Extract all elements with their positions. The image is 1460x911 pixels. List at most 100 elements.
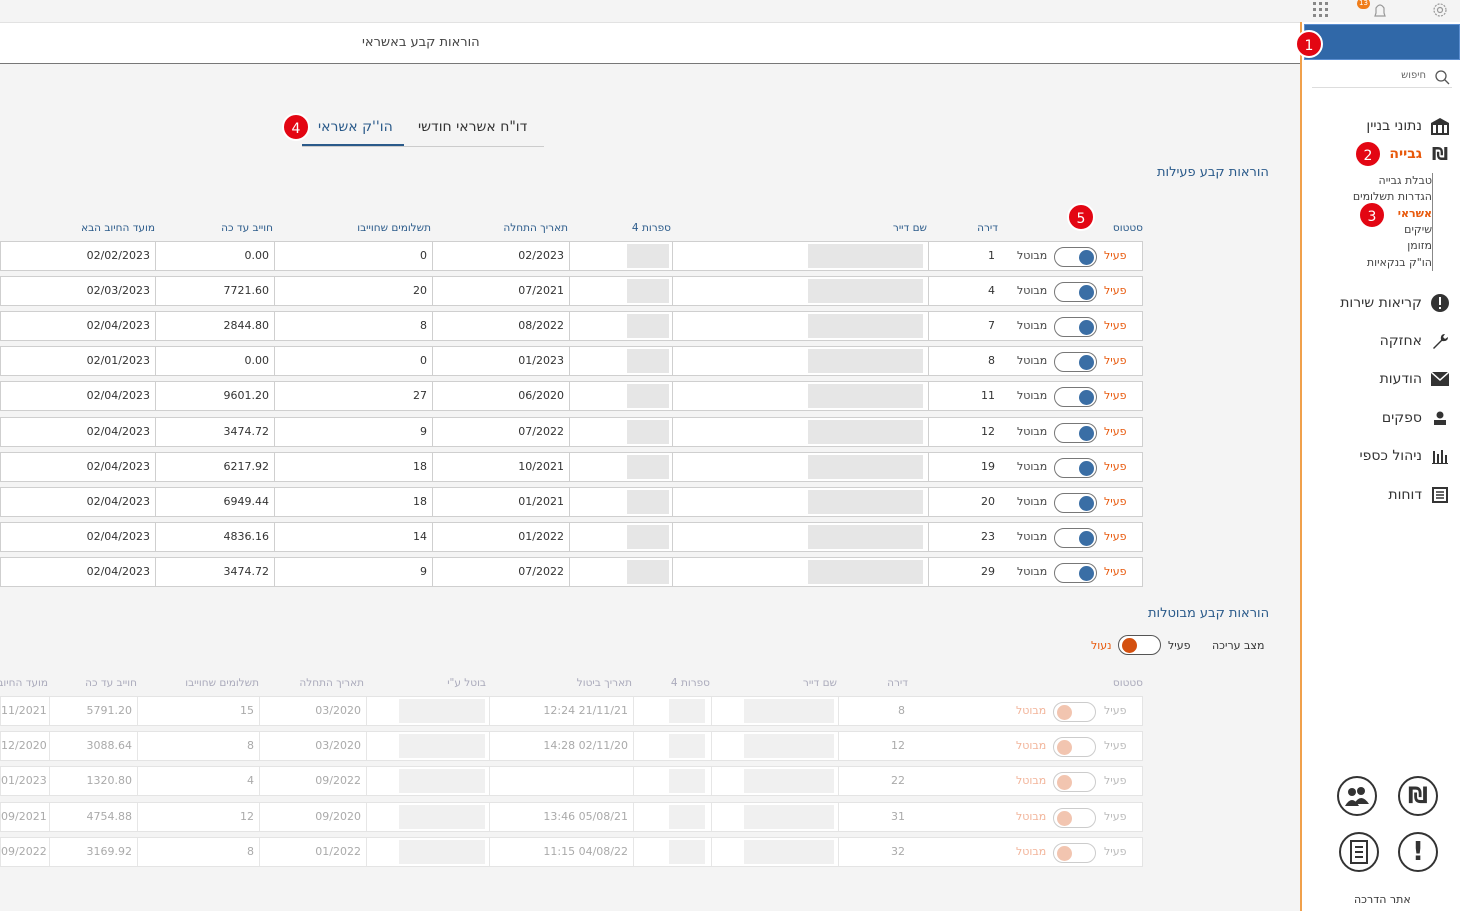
next-charge-cell: 02/04/2023	[0, 382, 154, 411]
sidebar-item-shekel[interactable]: ₪ גבייה	[1389, 143, 1450, 165]
shekel-shortcut-icon[interactable]: ₪	[1398, 776, 1438, 816]
apartment-cell: 7	[928, 312, 999, 341]
status-toggle[interactable]	[1054, 282, 1097, 303]
status-toggle[interactable]	[1053, 772, 1096, 793]
column-header[interactable]: חוייב עד כה	[221, 222, 273, 234]
table-row[interactable]: פעיל מבוטל 12 07/2022 9 3474.72 02/04/2023	[0, 416, 1143, 447]
cancel-date-cell: 11:15 04/08/22	[489, 837, 632, 866]
table-row[interactable]: פעיל מבוטל 11 06/2020 27 9601.20 02/04/2023	[0, 381, 1143, 412]
status-toggle[interactable]	[1054, 317, 1097, 338]
column-header[interactable]: בוטל ע"י	[447, 677, 486, 689]
status-cell: פעיל מבוטל	[1000, 312, 1142, 340]
tenant-name-cell	[711, 837, 837, 866]
tenant-name-cell	[672, 242, 927, 270]
table-row[interactable]: פעיל מבוטל 22 09/2022 4 1320.80 01/2023	[0, 766, 1143, 797]
status-toggle[interactable]	[1054, 247, 1097, 267]
column-header[interactable]: תשלומים שחוייבו	[185, 677, 259, 689]
column-header[interactable]: שם דייר	[802, 677, 837, 689]
column-header[interactable]: חוייב עד כה	[85, 677, 137, 689]
search-input[interactable]: חיפוש	[1401, 70, 1426, 81]
column-header[interactable]: מועד החיוב	[0, 677, 48, 689]
table-row[interactable]: פעיל מבוטל 12 14:28 02/11/20 03/2020 8 3088.64…	[0, 731, 1143, 762]
table-row[interactable]: פעיל מבוטל 7 08/2022 8 2844.80 02/04/2023	[0, 311, 1143, 342]
status-toggle[interactable]	[1054, 527, 1097, 548]
finance-icon	[1430, 446, 1450, 466]
submenu-item[interactable]: מזומן	[1407, 239, 1432, 253]
table-row[interactable]: פעיל מבוטל 23 01/2022 14 4836.16 02/04/2023	[0, 521, 1143, 552]
column-header[interactable]: תאריך ביטול	[576, 677, 632, 689]
search-box[interactable]: חיפוש	[1312, 66, 1452, 88]
status-toggle[interactable]	[1054, 457, 1097, 478]
edit-mode-toggle[interactable]	[1118, 635, 1161, 655]
status-cancelled-label: מבוטל	[1016, 844, 1047, 858]
bell-icon[interactable]	[1370, 1, 1390, 19]
table-row[interactable]: פעיל מבוטל 8 01/2023 0 0.00 02/01/2023	[0, 346, 1143, 377]
table-row[interactable]: פעיל מבוטל 29 07/2022 9 3474.72 02/04/2023	[0, 556, 1143, 587]
tab-credit-standing-orders[interactable]: הו''ק אשראי	[318, 119, 393, 135]
status-toggle[interactable]	[1054, 352, 1097, 373]
submenu-item[interactable]: אשראי	[1397, 206, 1432, 220]
status-cancelled-label: מבוטל	[1017, 459, 1048, 473]
redacted-digits	[627, 524, 669, 549]
gear-icon[interactable]	[1430, 1, 1450, 19]
document-shortcut-icon[interactable]	[1339, 832, 1379, 872]
status-toggle[interactable]	[1054, 492, 1097, 513]
residents-shortcut-icon[interactable]	[1337, 776, 1377, 816]
cancelled-by-cell	[366, 802, 488, 831]
training-site-link[interactable]: אתר הדרכה	[1354, 893, 1411, 906]
table-row[interactable]: פעיל מבוטל 4 07/2021 20 7721.60 02/03/2023	[0, 276, 1143, 307]
next-charge-cell: 02/04/2023	[0, 487, 154, 516]
status-toggle[interactable]	[1053, 702, 1096, 722]
alert-shortcut-icon[interactable]: !	[1398, 832, 1438, 872]
table-row[interactable]: פעיל מבוטל 20 01/2021 18 6949.44 02/04/2023	[0, 486, 1143, 517]
status-toggle[interactable]	[1053, 737, 1096, 758]
table-row[interactable]: פעיל מבוטל 8 12:24 21/11/21 03/2020 15 5791.20…	[0, 696, 1143, 726]
column-header[interactable]: 4 ספרות	[670, 677, 710, 689]
column-header[interactable]: תאריך התחלה	[299, 677, 364, 689]
submenu-item[interactable]: הגדרות תשלומים	[1352, 190, 1432, 204]
sidebar-item-building[interactable]: נתוני בניין	[1366, 115, 1450, 137]
sidebar-item-alert[interactable]: קריאות שירות	[1340, 292, 1450, 314]
table-row[interactable]: פעיל מבוטל 1 02/2023 0 0.00 02/02/2023	[0, 241, 1143, 271]
table-row[interactable]: פעיל מבוטל 31 13:46 05/08/21 09/2020 12 4754.8…	[0, 801, 1143, 832]
cancel-date-cell: 13:46 05/08/21	[489, 802, 632, 831]
column-header[interactable]: דירה	[977, 222, 998, 234]
status-toggle[interactable]	[1054, 422, 1097, 443]
page-header: הוראות קבע באשראי	[0, 22, 1300, 64]
submenu-item[interactable]: שיקים	[1404, 222, 1432, 236]
apps-grid-icon[interactable]	[1311, 1, 1331, 19]
column-header[interactable]: דירה	[887, 677, 908, 689]
user-account-box[interactable]	[1304, 24, 1460, 60]
sidebar-item-finance[interactable]: ניהול כספי	[1360, 445, 1450, 467]
sidebar-item-wrench[interactable]: אחזקה	[1380, 330, 1450, 352]
column-header[interactable]: סטטוס	[1112, 222, 1143, 234]
sidebar-item-supplier[interactable]: ספקים	[1382, 407, 1450, 429]
sidebar-item-report[interactable]: דוחות	[1388, 484, 1450, 506]
column-header[interactable]: סטטוס	[1112, 677, 1143, 689]
table-row[interactable]: פעיל מבוטל 19 10/2021 18 6217.92 02/04/2023	[0, 451, 1143, 482]
start-date-cell: 02/2023	[432, 242, 568, 270]
redacted-name	[808, 454, 923, 479]
column-header[interactable]: תשלומים שחוייבו	[357, 222, 431, 234]
start-date-cell: 01/2021	[432, 487, 568, 516]
status-toggle[interactable]	[1053, 807, 1096, 828]
sidebar-item-envelope[interactable]: הודעות	[1380, 368, 1450, 390]
submenu-item[interactable]: הו"ק בנקאיות	[1366, 255, 1432, 269]
next-charge-cell: 02/04/2023	[0, 522, 154, 551]
submenu-item[interactable]: טבלת גבייה	[1378, 174, 1432, 187]
column-header[interactable]: שם דייר	[892, 222, 927, 234]
status-toggle[interactable]	[1053, 842, 1096, 863]
tab-monthly-report[interactable]: דו"ח אשראי חודשי	[418, 119, 528, 135]
column-header[interactable]: מועד החיוב הבא	[81, 222, 155, 234]
status-toggle[interactable]	[1054, 387, 1097, 408]
search-icon[interactable]	[1434, 69, 1450, 85]
start-date-cell: 07/2021	[432, 277, 568, 306]
column-header[interactable]: תאריך התחלה	[503, 222, 568, 234]
sidebar-item-label: גבייה	[1389, 146, 1422, 162]
start-date-cell: 01/2022	[259, 837, 365, 866]
table-row[interactable]: פעיל מבוטל 32 11:15 04/08/22 01/2022 8 3169.92…	[0, 836, 1143, 867]
column-header[interactable]: 4 ספרות	[631, 222, 671, 234]
cancelled-by-cell	[366, 732, 488, 761]
status-cell: פעיל מבוטל	[1000, 347, 1142, 375]
status-toggle[interactable]	[1054, 562, 1097, 583]
